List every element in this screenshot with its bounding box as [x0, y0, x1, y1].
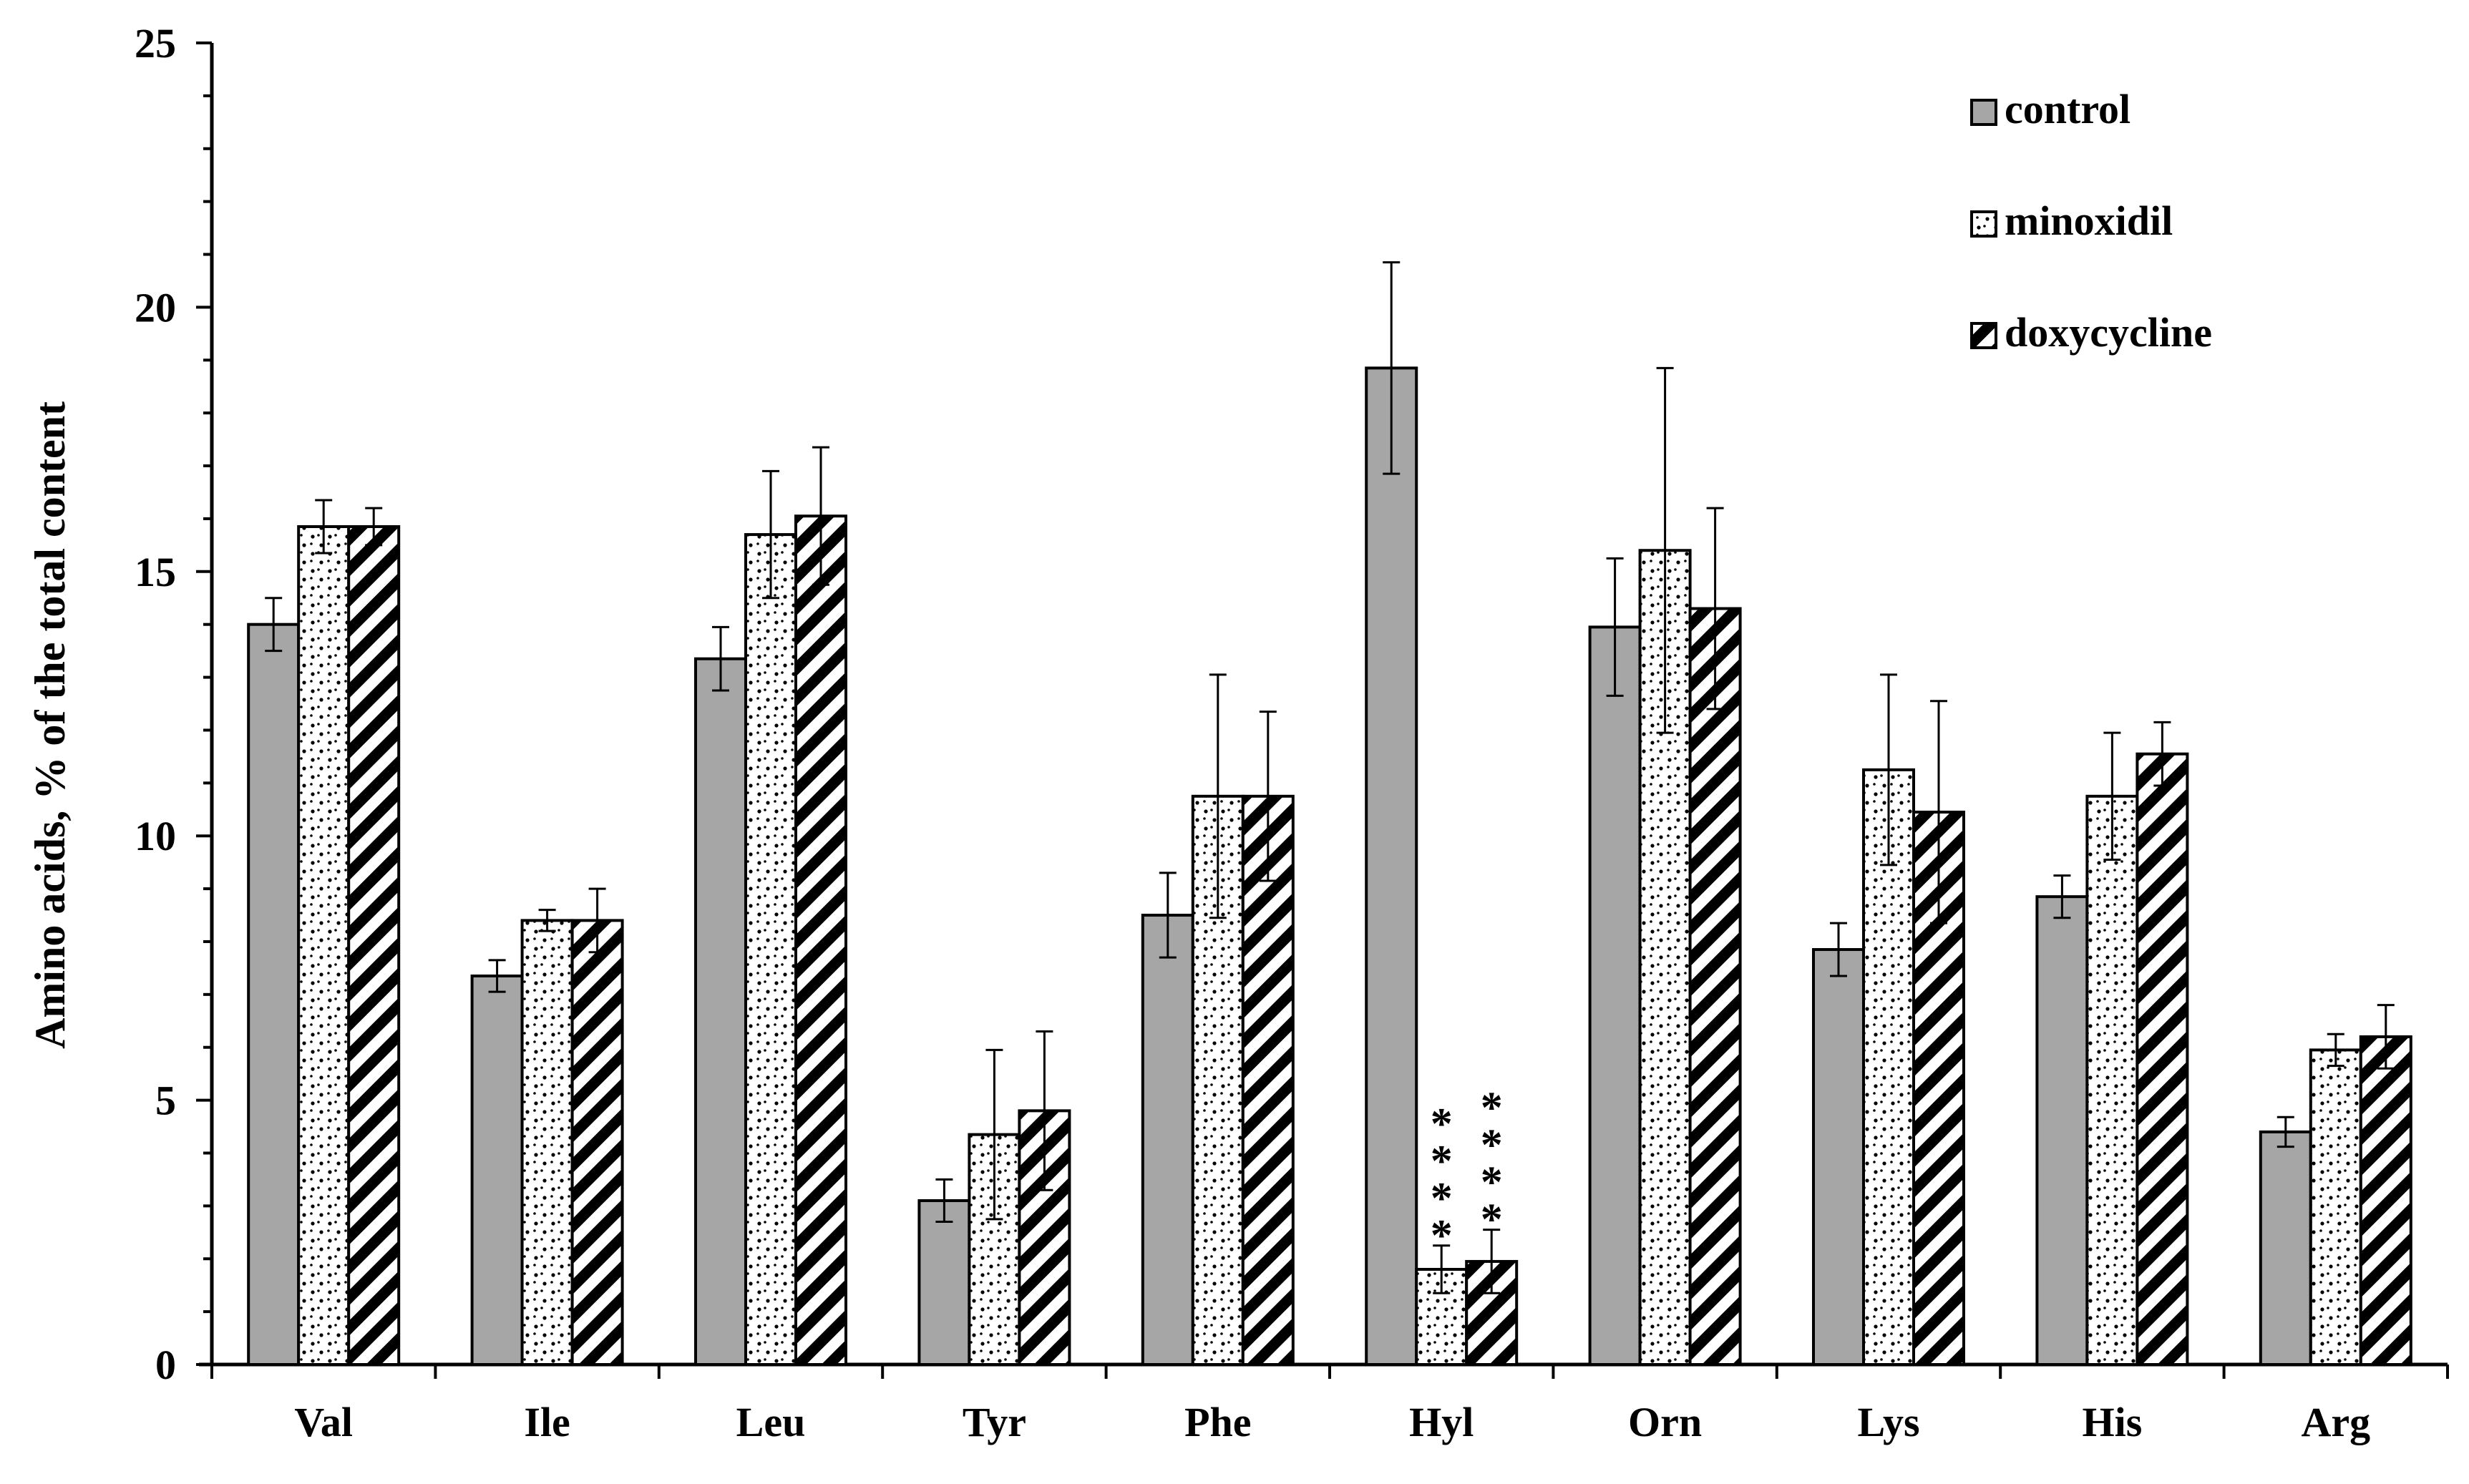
bar-minoxidil-Leu	[744, 533, 797, 1366]
bar-control-Val	[247, 623, 301, 1366]
bar-minoxidil-Ile	[520, 919, 574, 1366]
bar-minoxidil-Arg	[2309, 1048, 2362, 1366]
bar-minoxidil-Phe	[1191, 794, 1245, 1367]
bar-control-Ile	[470, 974, 524, 1367]
bar-doxycycline-Phe	[1241, 794, 1295, 1367]
bar-doxycycline-Ile	[570, 919, 624, 1366]
bar-doxycycline-Arg	[2359, 1035, 2412, 1366]
bar-minoxidil-Val	[297, 525, 351, 1367]
x-category-label: Arg	[2301, 1399, 2370, 1445]
x-category-label: Val	[294, 1399, 353, 1445]
x-category-label: Orn	[1628, 1399, 1702, 1445]
legend-label-minoxidil: minoxidil	[2005, 197, 2173, 244]
bar-control-Tyr	[917, 1199, 971, 1367]
x-category-label: Lys	[1857, 1399, 1919, 1445]
y-tick-label: 15	[135, 549, 176, 595]
y-tick-label: 10	[135, 813, 176, 859]
annotations: * * * * * * * *	[1431, 1084, 1503, 1260]
x-category-label: His	[2082, 1399, 2142, 1445]
x-category-label: Ile	[524, 1399, 570, 1445]
y-tick-label: 5	[155, 1078, 176, 1124]
legend: control minoxidil doxycycline	[1970, 86, 2212, 356]
bar-minoxidil-His	[2085, 794, 2139, 1367]
legend-swatch-minoxidil	[1970, 210, 1997, 238]
legend-label-control: control	[2005, 86, 2130, 132]
significance-minoxidil-Hyl: * * * *	[1431, 1100, 1453, 1260]
x-category-label: Leu	[736, 1399, 806, 1445]
y-tick-label: 25	[135, 20, 176, 67]
bar-control-Leu	[694, 657, 747, 1366]
y-axis-title: Amino acids, % of the total content	[26, 401, 74, 1049]
bar-doxycycline-Val	[347, 525, 401, 1367]
bar-doxycycline-His	[2136, 752, 2189, 1367]
bar-doxycycline-Leu	[794, 514, 847, 1367]
x-category-label: Phe	[1184, 1399, 1251, 1445]
bar-control-Phe	[1141, 914, 1194, 1366]
legend-swatch-control	[1970, 99, 1997, 126]
bar-control-Hyl	[1365, 366, 1418, 1366]
bars	[247, 366, 2412, 1367]
y-tick-label: 20	[135, 284, 176, 331]
legend-label-doxycycline: doxycycline	[2005, 309, 2212, 356]
x-category-label: Tyr	[963, 1399, 1026, 1445]
bar-control-Lys	[1812, 948, 1865, 1366]
bar-control-Arg	[2259, 1130, 2312, 1366]
error-bars	[265, 261, 2395, 1294]
significance-doxycycline-Hyl: * * * *	[1481, 1084, 1503, 1244]
y-tick-label: 0	[155, 1342, 176, 1388]
bar-minoxidil-Lys	[1862, 768, 1915, 1366]
legend-swatch-doxycycline	[1970, 322, 1997, 349]
x-category-label: Hyl	[1409, 1399, 1474, 1445]
bar-control-His	[2035, 895, 2089, 1366]
bar-doxycycline-Orn	[1688, 607, 1742, 1366]
bar-control-Orn	[1588, 625, 1642, 1366]
